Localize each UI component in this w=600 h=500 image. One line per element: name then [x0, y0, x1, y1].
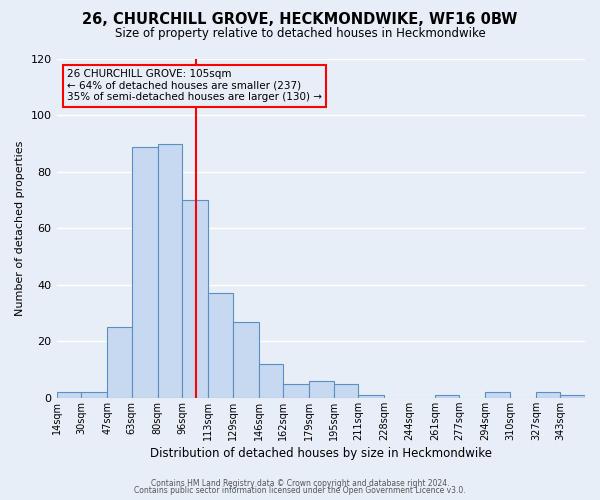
Text: 26 CHURCHILL GROVE: 105sqm
← 64% of detached houses are smaller (237)
35% of sem: 26 CHURCHILL GROVE: 105sqm ← 64% of deta… [67, 69, 322, 102]
Bar [81, 392, 107, 398]
Bar [485, 392, 510, 398]
Bar [309, 381, 334, 398]
Bar [334, 384, 358, 398]
Text: Contains HM Land Registry data © Crown copyright and database right 2024.: Contains HM Land Registry data © Crown c… [151, 478, 449, 488]
Bar [259, 364, 283, 398]
Bar [560, 395, 585, 398]
Bar [182, 200, 208, 398]
Bar [435, 395, 460, 398]
Text: Contains public sector information licensed under the Open Government Licence v3: Contains public sector information licen… [134, 486, 466, 495]
Bar [131, 146, 158, 398]
Bar [358, 395, 385, 398]
Bar [208, 294, 233, 398]
Bar [56, 392, 81, 398]
Text: 26, CHURCHILL GROVE, HECKMONDWIKE, WF16 0BW: 26, CHURCHILL GROVE, HECKMONDWIKE, WF16 … [82, 12, 518, 28]
Bar [536, 392, 560, 398]
Bar [158, 144, 182, 398]
Bar [233, 322, 259, 398]
Y-axis label: Number of detached properties: Number of detached properties [15, 140, 25, 316]
Text: Size of property relative to detached houses in Heckmondwike: Size of property relative to detached ho… [115, 28, 485, 40]
Bar [107, 327, 131, 398]
X-axis label: Distribution of detached houses by size in Heckmondwike: Distribution of detached houses by size … [150, 447, 492, 460]
Bar [283, 384, 309, 398]
